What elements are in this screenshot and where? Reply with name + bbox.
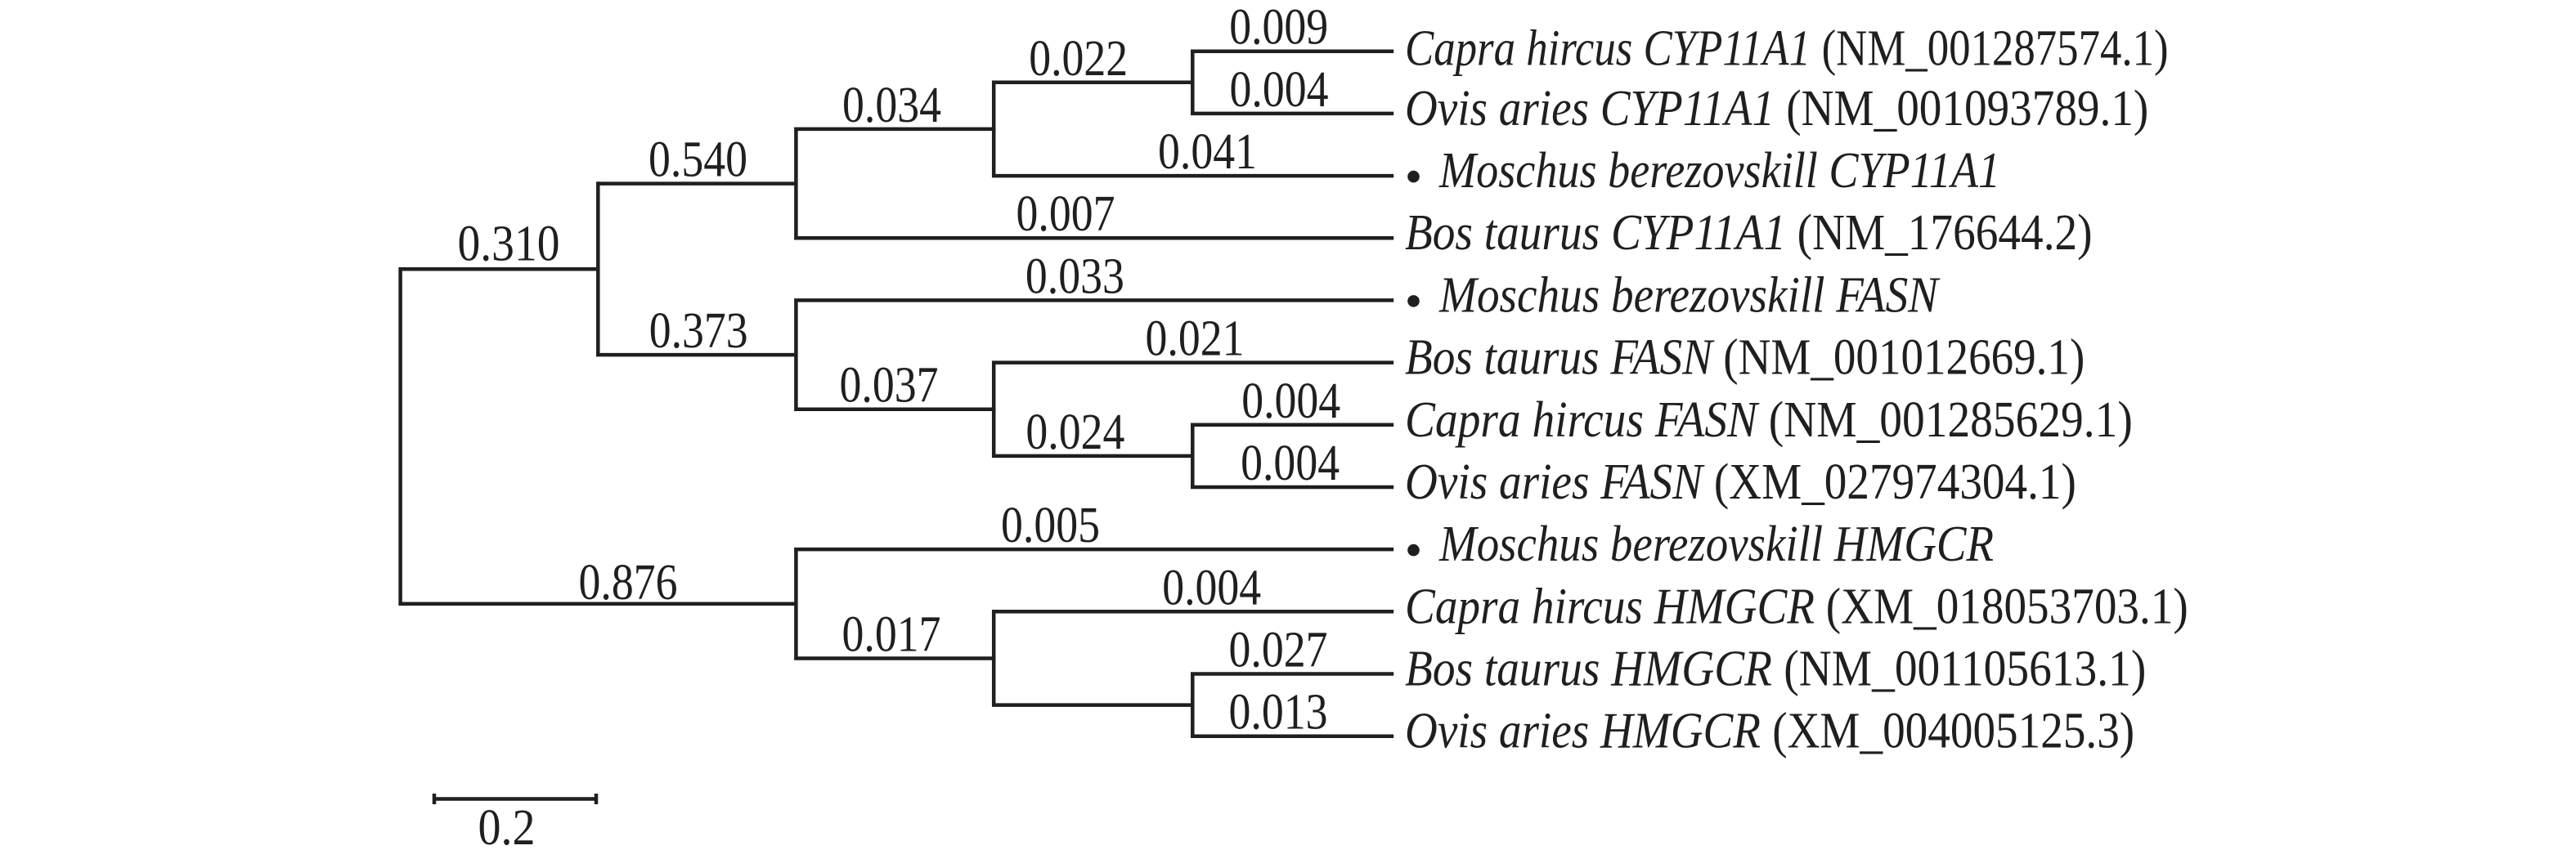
svg-text:Bos taurus CYP11A1: Bos taurus CYP11A1 [1405,205,1786,261]
svg-text:Capra hircus CYP11A1: Capra hircus CYP11A1 [1405,21,1811,77]
svg-text:(NM_001285629.1): (NM_001285629.1) [1769,392,2133,448]
svg-text:0.033: 0.033 [1025,248,1124,304]
svg-text:(NM_001105613.1): (NM_001105613.1) [1784,642,2146,697]
svg-text:Bos taurus FASN: Bos taurus FASN [1405,330,1715,386]
svg-text:Moschus berezovskill HMGCR: Moschus berezovskill HMGCR [1438,517,1994,572]
svg-text:Bos taurus HMGCR: Bos taurus HMGCR [1405,642,1772,697]
svg-text:0.004: 0.004 [1241,374,1340,429]
svg-text:Capra hircus HMGCR: Capra hircus HMGCR [1405,579,1815,634]
svg-text:Capra hircus FASN: Capra hircus FASN [1405,392,1760,448]
svg-text:(XM_027974304.1): (XM_027974304.1) [1714,454,2076,510]
svg-text:0.876: 0.876 [579,555,678,611]
svg-text:0.017: 0.017 [842,607,941,663]
svg-text:(NM_176644.2): (NM_176644.2) [1797,205,2093,261]
svg-text:0.037: 0.037 [840,358,939,414]
svg-text:0.2: 0.2 [478,800,536,856]
svg-text:(XM_004005125.3): (XM_004005125.3) [1772,704,2134,759]
svg-text:0.034: 0.034 [842,78,941,133]
svg-text:Ovis aries CYP11A1: Ovis aries CYP11A1 [1405,81,1775,136]
svg-text:0.013: 0.013 [1229,685,1328,740]
svg-text:0.005: 0.005 [1001,498,1100,553]
svg-text:0.027: 0.027 [1229,623,1328,678]
svg-text:Ovis aries HMGCR: Ovis aries HMGCR [1405,704,1761,759]
svg-text:(XM_018053703.1): (XM_018053703.1) [1826,579,2188,634]
svg-text:0.007: 0.007 [1016,186,1115,242]
svg-text:0.024: 0.024 [1025,405,1124,460]
svg-text:0.310: 0.310 [458,216,560,271]
svg-text:Moschus berezovskill CYP11A1: Moschus berezovskill CYP11A1 [1438,143,2000,199]
svg-text:(NM_001093789.1): (NM_001093789.1) [1786,81,2148,136]
svg-text:0.021: 0.021 [1146,311,1245,367]
svg-text:Ovis aries FASN: Ovis aries FASN [1405,454,1705,510]
svg-text:0.009: 0.009 [1229,0,1328,56]
svg-text:(NM_001287574.1): (NM_001287574.1) [1822,21,2169,77]
svg-text:0.373: 0.373 [649,303,748,359]
svg-text:0.540: 0.540 [648,132,747,188]
svg-text:0.004: 0.004 [1162,560,1261,615]
svg-text:0.022: 0.022 [1029,31,1128,87]
svg-text:0.004: 0.004 [1230,62,1329,118]
svg-text:Moschus berezovskill FASN: Moschus berezovskill FASN [1438,267,1941,323]
svg-text:0.004: 0.004 [1241,436,1340,491]
svg-text:0.041: 0.041 [1158,124,1257,180]
svg-text:(NM_001012669.1): (NM_001012669.1) [1723,330,2085,386]
